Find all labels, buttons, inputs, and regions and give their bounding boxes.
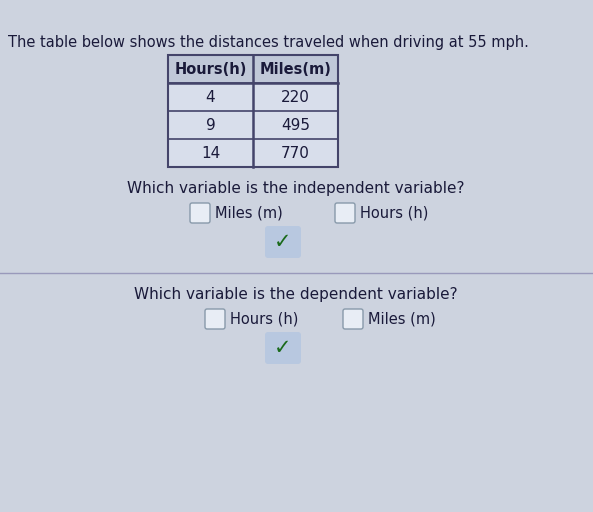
Text: Miles(m): Miles(m) xyxy=(260,61,331,76)
Text: 14: 14 xyxy=(201,145,220,160)
Text: 4: 4 xyxy=(206,90,215,104)
Text: Miles (m): Miles (m) xyxy=(368,311,436,327)
Bar xyxy=(168,83,338,111)
Text: The table below shows the distances traveled when driving at 55 mph.: The table below shows the distances trav… xyxy=(8,34,529,50)
Bar xyxy=(168,55,338,167)
FancyBboxPatch shape xyxy=(335,203,355,223)
Text: Which variable is the independent variable?: Which variable is the independent variab… xyxy=(127,181,465,197)
Text: Hours(h): Hours(h) xyxy=(174,61,247,76)
Text: 495: 495 xyxy=(281,117,310,133)
Text: ✓: ✓ xyxy=(274,338,292,358)
FancyBboxPatch shape xyxy=(205,309,225,329)
Text: ✓: ✓ xyxy=(274,232,292,252)
Text: Miles (m): Miles (m) xyxy=(215,205,283,221)
FancyBboxPatch shape xyxy=(265,332,301,364)
Text: Hours (h): Hours (h) xyxy=(360,205,428,221)
Text: Which variable is the dependent variable?: Which variable is the dependent variable… xyxy=(134,288,458,303)
FancyBboxPatch shape xyxy=(343,309,363,329)
Bar xyxy=(168,139,338,167)
FancyBboxPatch shape xyxy=(265,226,301,258)
Bar xyxy=(168,55,338,83)
Text: 220: 220 xyxy=(281,90,310,104)
Text: 9: 9 xyxy=(206,117,215,133)
Bar xyxy=(168,111,338,139)
FancyBboxPatch shape xyxy=(190,203,210,223)
Text: Hours (h): Hours (h) xyxy=(230,311,298,327)
Text: 770: 770 xyxy=(281,145,310,160)
